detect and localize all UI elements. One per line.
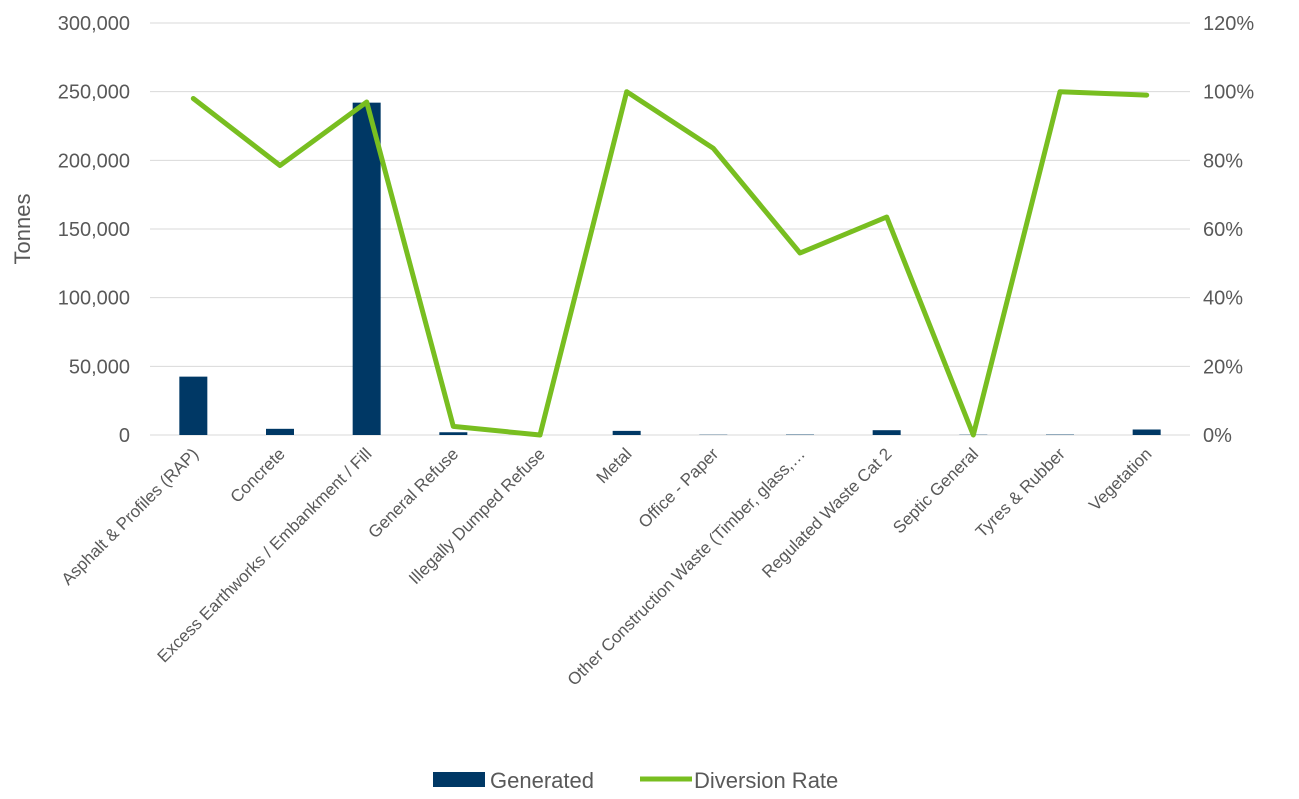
left-tick-label: 300,000 xyxy=(58,13,130,35)
right-tick-label: 0% xyxy=(1203,425,1232,447)
left-tick-label: 150,000 xyxy=(58,219,130,241)
bar-generated xyxy=(179,377,207,435)
category-label: Tyres & Rubber xyxy=(972,444,1069,541)
right-tick-label: 120% xyxy=(1203,13,1254,35)
category-label: General Refuse xyxy=(365,444,463,542)
right-tick-label: 40% xyxy=(1203,288,1243,310)
legend-label-generated: Generated xyxy=(490,768,594,793)
left-tick-label: 100,000 xyxy=(58,288,130,310)
right-tick-label: 60% xyxy=(1203,219,1243,241)
legend-label-diversion-rate: Diversion Rate xyxy=(694,768,838,793)
bar-generated xyxy=(873,430,901,435)
bar-generated xyxy=(613,431,641,435)
right-tick-label: 100% xyxy=(1203,82,1254,104)
bar-generated xyxy=(1133,430,1161,435)
category-label: Asphalt & Profiles (RAP) xyxy=(58,444,202,588)
category-label: Metal xyxy=(593,444,636,487)
category-label: Office - Paper xyxy=(635,444,723,532)
bar-generated xyxy=(266,429,294,435)
right-axis-ticks: 0% 20% 40% 60% 80% 100% 120% xyxy=(1203,13,1254,447)
right-tick-label: 80% xyxy=(1203,150,1243,172)
right-tick-label: 20% xyxy=(1203,356,1243,378)
legend: Generated Diversion Rate xyxy=(433,768,838,793)
left-tick-label: 250,000 xyxy=(58,82,130,104)
left-tick-label: 50,000 xyxy=(69,356,130,378)
y-axis-label: Tonnes xyxy=(10,194,35,265)
legend-swatch-generated xyxy=(433,772,485,787)
category-label: Vegetation xyxy=(1085,444,1155,514)
left-tick-label: 0 xyxy=(119,425,130,447)
line-diversion-rate-path xyxy=(193,92,1146,435)
left-tick-label: 200,000 xyxy=(58,150,130,172)
line-diversion-rate xyxy=(193,92,1146,435)
bar-generated xyxy=(439,432,467,435)
category-label: Concrete xyxy=(227,444,289,506)
category-label: Septic General xyxy=(889,444,982,537)
gridlines xyxy=(150,23,1190,435)
bar-generated xyxy=(353,103,381,435)
left-axis-ticks: 0 50,000 100,000 150,000 200,000 250,000 300,0… xyxy=(58,13,130,447)
